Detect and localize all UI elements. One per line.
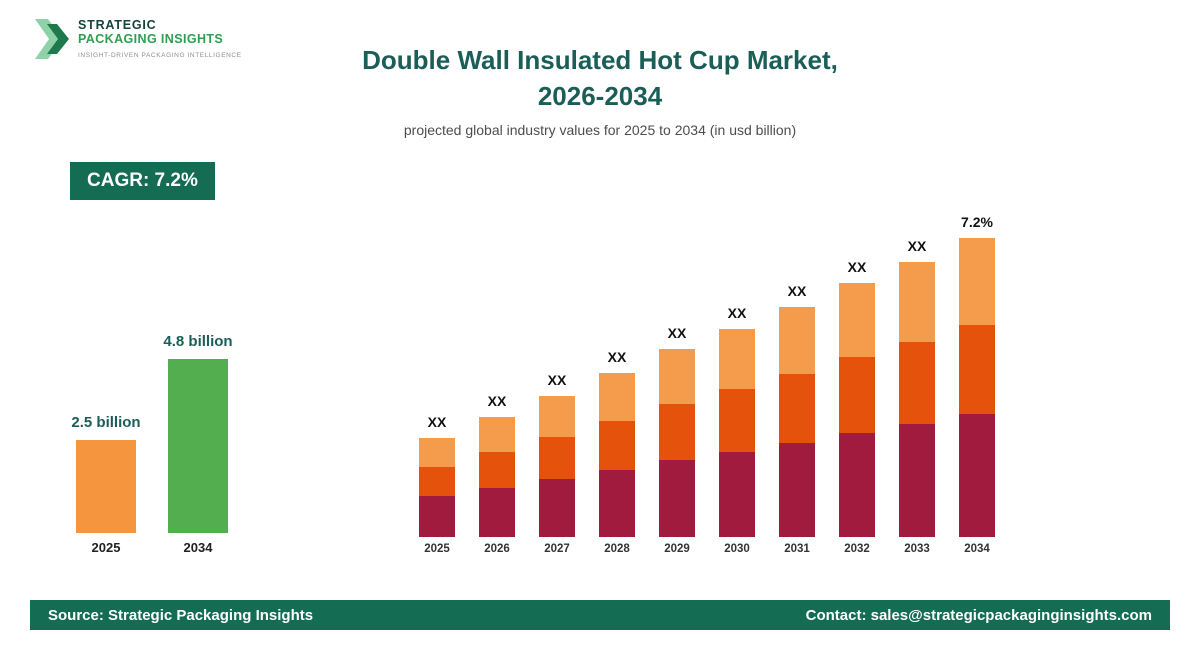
bar-segment-tier-bottom <box>959 414 995 537</box>
axis-year-label: 2025 <box>424 543 450 555</box>
bar-segment-tier-bottom <box>779 443 815 537</box>
bar-segment-tier-middle <box>719 389 755 452</box>
summary-bar-area: 4.8 billion <box>163 333 233 533</box>
header: Double Wall Insulated Hot Cup Market, 20… <box>0 42 1200 138</box>
bar-segment-tier-top <box>959 238 995 325</box>
axis-year-label: 2026 <box>484 543 510 555</box>
summary-value-label: 4.8 billion <box>163 333 233 350</box>
bar-segment-tier-top <box>599 373 635 421</box>
stacked-bar-area: XX <box>419 200 455 537</box>
bar-segment-tier-top <box>899 262 935 342</box>
stacked-bar-group: XX 2032 <box>839 200 875 555</box>
bar-value-label: XX <box>907 238 927 254</box>
stacked-bar-group: XX 2031 <box>779 200 815 555</box>
bar-segment-tier-bottom <box>899 424 935 537</box>
bar-segment-tier-bottom <box>659 460 695 537</box>
bar-segment-tier-middle <box>419 467 455 496</box>
axis-year-label: 2027 <box>544 543 570 555</box>
bar-segment-tier-top <box>779 307 815 374</box>
bar-segment-tier-top <box>659 349 695 404</box>
axis-year-label: 2032 <box>844 543 870 555</box>
bar-value-label: XX <box>427 414 447 430</box>
bar-value-label: XX <box>667 325 687 341</box>
axis-year-label: 2034 <box>183 540 213 555</box>
bar-segment-tier-middle <box>839 357 875 433</box>
bar-value-label: XX <box>787 283 807 299</box>
axis-year-label: 2028 <box>604 543 630 555</box>
bar-value-label: 7.2% <box>961 214 993 230</box>
bar-segment-tier-middle <box>599 421 635 470</box>
stacked-bar-area: XX <box>659 200 695 537</box>
stacked-bar-group: XX 2028 <box>599 200 635 555</box>
bar-segment-tier-bottom <box>839 433 875 537</box>
summary-bar-area: 2.5 billion <box>71 333 141 533</box>
bar-segment-tier-middle <box>659 404 695 460</box>
axis-year-label: 2030 <box>724 543 750 555</box>
bar-segment-tier-top <box>719 329 755 389</box>
stacked-bar-area: XX <box>599 200 635 537</box>
bar-segment-tier-middle <box>779 374 815 443</box>
bar-segment-tier-bottom <box>539 479 575 537</box>
logo-line1: STRATEGIC <box>78 18 157 32</box>
stacked-bar-group: XX 2027 <box>539 200 575 555</box>
bar-value-label: XX <box>607 349 627 365</box>
bar-segment-tier-top <box>479 417 515 452</box>
bar-segment-tier-middle <box>479 452 515 488</box>
stacked-bar-area: XX <box>779 200 815 537</box>
bar-segment-tier-bottom <box>719 452 755 537</box>
bar-value-label: XX <box>727 305 747 321</box>
bar-value-label: XX <box>847 259 867 275</box>
bar-segment-tier-middle <box>539 437 575 479</box>
logo-text: STRATEGIC PACKAGING INSIGHTS INSIGHT-DRI… <box>78 14 242 59</box>
bar-segment-tier-top <box>539 396 575 437</box>
axis-year-label: 2025 <box>91 540 121 555</box>
stacked-bar-group: XX 2033 <box>899 200 935 555</box>
stacked-bar-area: XX <box>479 200 515 537</box>
footer-contact: Contact: sales@strategicpackaginginsight… <box>805 606 1152 624</box>
bar-segment-tier-bottom <box>479 488 515 537</box>
summary-value-label: 2.5 billion <box>71 414 141 431</box>
bar-value-label: XX <box>487 393 507 409</box>
stacked-bar-area: XX <box>839 200 875 537</box>
stacked-bar-area: XX <box>719 200 755 537</box>
axis-year-label: 2029 <box>664 543 690 555</box>
page-title-line2: 2026-2034 <box>537 81 663 111</box>
cagr-badge: CAGR: 7.2% <box>70 162 215 200</box>
summary-bar <box>168 359 228 533</box>
summary-bar-group: 4.8 billion 2034 <box>163 333 233 555</box>
bar-segment-tier-middle <box>959 325 995 414</box>
stacked-bar-group: XX 2030 <box>719 200 755 555</box>
page-title-line1: Double Wall Insulated Hot Cup Market, <box>362 45 838 75</box>
stacked-bar-area: XX <box>539 200 575 537</box>
stacked-bar-group: XX 2026 <box>479 200 515 555</box>
bar-segment-tier-middle <box>899 342 935 424</box>
bar-segment-tier-bottom <box>599 470 635 537</box>
stacked-bar-area: XX <box>899 200 935 537</box>
bar-value-label: XX <box>547 372 567 388</box>
footer-source: Source: Strategic Packaging Insights <box>48 606 314 624</box>
footer-bar: Source: Strategic Packaging Insights Con… <box>30 600 1170 630</box>
stacked-bar-group: XX 2029 <box>659 200 695 555</box>
logo-tagline: INSIGHT-DRIVEN PACKAGING INTELLIGENCE <box>78 51 242 59</box>
axis-year-label: 2033 <box>904 543 930 555</box>
summary-bar <box>76 440 136 533</box>
stacked-bar-area: 7.2% <box>959 200 995 537</box>
summary-bar-group: 2.5 billion 2025 <box>71 333 141 555</box>
bar-segment-tier-top <box>419 438 455 467</box>
logo-chevron-icon <box>35 19 69 59</box>
bar-segment-tier-top <box>839 283 875 357</box>
axis-year-label: 2031 <box>784 543 810 555</box>
axis-year-label: 2034 <box>964 543 990 555</box>
stacked-bar-group: XX 2025 <box>419 200 455 555</box>
summary-chart: 2.5 billion 2025 4.8 billion 2034 <box>71 333 233 555</box>
logo: STRATEGIC PACKAGING INSIGHTS INSIGHT-DRI… <box>34 14 242 64</box>
logo-line2: PACKAGING INSIGHTS <box>78 32 224 47</box>
bar-segment-tier-bottom <box>419 496 455 537</box>
page-subtitle: projected global industry values for 202… <box>403 122 797 138</box>
stacked-bar-chart: XX 2025 XX 2026 XX 2027 XX 2028 XX 2029 XX 2030 XX 20… <box>419 200 995 555</box>
stacked-bar-group: 7.2% 2034 <box>959 200 995 555</box>
